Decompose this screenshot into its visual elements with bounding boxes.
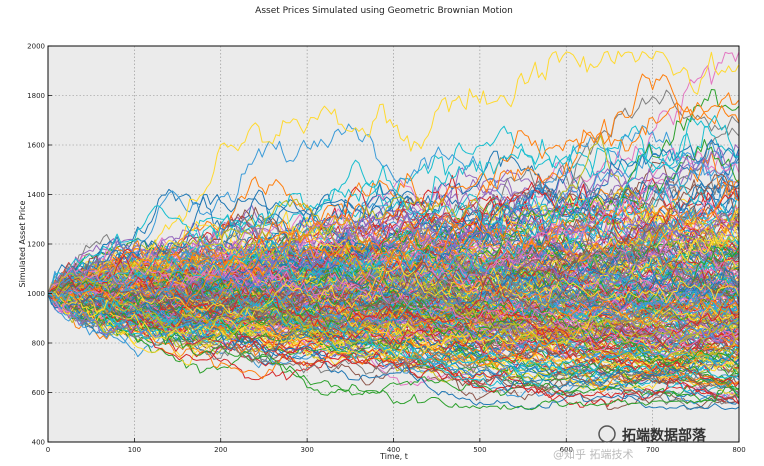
price-path <box>47 157 740 305</box>
price-path <box>47 178 740 312</box>
price-path <box>47 244 740 327</box>
y-tick-label: 400 <box>32 439 45 447</box>
price-path <box>47 292 740 395</box>
price-path <box>47 207 740 364</box>
price-path <box>47 293 740 410</box>
simulated-paths <box>47 50 740 411</box>
price-path <box>47 266 740 314</box>
watermark-faint-text: @知乎 拓端技术 <box>553 447 634 461</box>
watermark-brand: 拓端数据部落 <box>622 427 707 444</box>
x-tick-label: 200 <box>214 446 227 454</box>
price-path <box>47 264 740 357</box>
price-path <box>47 291 740 405</box>
price-path <box>47 237 740 309</box>
y-tick-label: 600 <box>32 389 45 397</box>
price-path <box>47 187 740 294</box>
y-tick-label: 2000 <box>27 43 45 51</box>
price-path <box>47 281 740 350</box>
x-tick-label: 400 <box>387 446 400 454</box>
price-path <box>47 272 740 349</box>
axis-ticks: 0 100 200 300 400 500 600 700 800 400 600 800 1000 12… <box>27 43 746 455</box>
y-tick-label: 1800 <box>27 92 45 100</box>
y-tick-label: 1600 <box>27 142 45 150</box>
price-path <box>47 123 740 294</box>
price-path <box>47 285 740 358</box>
y-axis-label: Simulated Asset Price <box>18 200 27 287</box>
price-path <box>47 261 740 362</box>
price-path <box>47 264 740 318</box>
price-path <box>47 50 740 301</box>
price-path <box>47 144 740 318</box>
price-path <box>47 221 740 300</box>
price-path <box>47 280 740 387</box>
price-path <box>47 254 740 346</box>
watermark: @知乎 拓端技术 拓端数据部落 <box>553 425 707 461</box>
wechat-icon <box>598 425 616 443</box>
price-path <box>47 180 740 315</box>
price-path <box>47 245 740 321</box>
price-path <box>47 290 740 359</box>
x-tick-label: 0 <box>46 446 50 454</box>
price-path <box>47 286 740 387</box>
x-tick-label: 100 <box>128 446 141 454</box>
chart-title: Asset Prices Simulated using Geometric B… <box>255 6 513 16</box>
price-path <box>47 260 740 332</box>
price-path <box>47 226 740 342</box>
x-tick-label: 800 <box>732 446 745 454</box>
y-tick-label: 1400 <box>27 191 45 199</box>
price-path <box>47 173 740 325</box>
price-path <box>47 197 740 301</box>
price-path <box>47 89 740 316</box>
x-tick-label: 300 <box>300 446 313 454</box>
x-tick-label: 700 <box>646 446 659 454</box>
price-path <box>47 293 740 397</box>
x-axis-label: Time, t <box>379 452 408 461</box>
price-path <box>47 275 740 357</box>
price-path <box>47 145 740 294</box>
x-tick-label: 500 <box>473 446 486 454</box>
y-tick-label: 800 <box>32 340 45 348</box>
price-path <box>47 258 740 313</box>
y-tick-label: 1000 <box>27 290 45 298</box>
y-tick-label: 1200 <box>27 241 45 249</box>
price-path <box>47 182 740 301</box>
x-tick-label: 600 <box>560 446 573 454</box>
